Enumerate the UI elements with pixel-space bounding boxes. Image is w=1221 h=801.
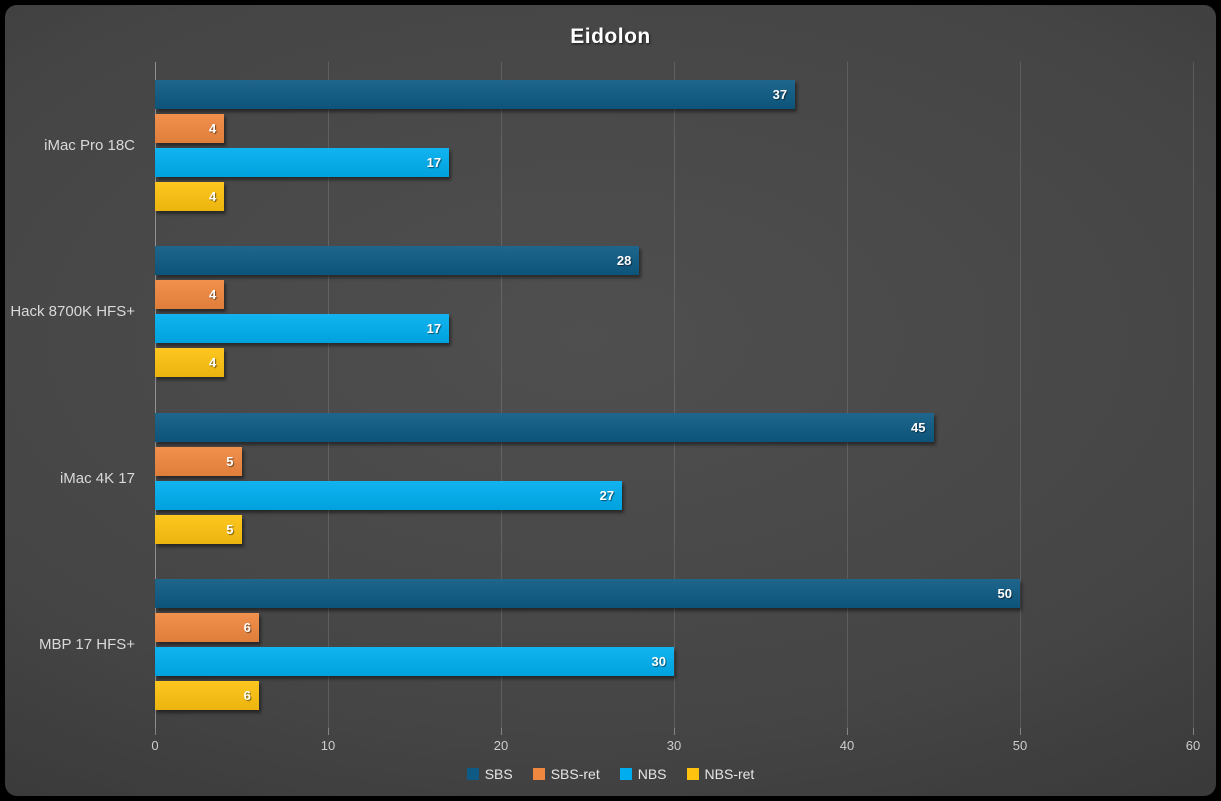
- gridline: [501, 62, 502, 728]
- x-tick-mark: [328, 728, 329, 735]
- legend-label: NBS: [637, 766, 667, 782]
- x-tick-label: 10: [320, 738, 336, 753]
- x-tick-mark: [847, 728, 848, 735]
- x-tick-label: 50: [1012, 738, 1028, 753]
- bar-value-label: 28: [616, 253, 632, 269]
- bar-value-label: 4: [208, 355, 217, 371]
- x-tick-mark: [155, 728, 156, 735]
- category-label: Hack 8700K HFS+: [10, 303, 135, 321]
- bar-nbs: 30: [155, 647, 674, 677]
- x-tick-label: 30: [666, 738, 682, 753]
- bar-row: 4: [155, 181, 1193, 211]
- bar-nbs: 17: [155, 314, 450, 344]
- bar-sbs: 45: [155, 412, 934, 442]
- bar-value-label: 17: [426, 321, 442, 337]
- bar-row: 50: [155, 579, 1193, 609]
- bar-sbs: 28: [155, 246, 640, 276]
- bar-row: 4: [155, 280, 1193, 310]
- category-axis: iMac Pro 18C Hack 8700K HFS+ iMac 4K 17 MBP…: [5, 62, 145, 728]
- bar-group: 50 6 30 6: [155, 562, 1193, 729]
- bar-value-label: 4: [208, 287, 217, 303]
- bar-nbs: 27: [155, 480, 623, 510]
- legend-item-sbs-ret: SBS-ret: [532, 766, 600, 782]
- legend-swatch: [466, 768, 479, 780]
- gridline: [1193, 62, 1194, 728]
- category-label: MBP 17 HFS+: [38, 636, 135, 654]
- x-tick-label: 40: [839, 738, 855, 753]
- bar-sbs: 50: [155, 579, 1020, 609]
- gridline: [1020, 62, 1021, 728]
- bar-sbs-ret: 6: [155, 613, 259, 643]
- legend-item-nbs: NBS: [619, 766, 667, 782]
- bar-nbs-ret: 4: [155, 348, 225, 378]
- plot-area: 37 4 17 4 28 4 17 4 45 5 27 5 50 6 30 6: [155, 62, 1194, 735]
- bar-row: 28: [155, 246, 1193, 276]
- x-tick-mark: [501, 728, 502, 735]
- bar-group: 28 4 17 4: [155, 229, 1193, 396]
- bar-nbs-ret: 4: [155, 181, 225, 211]
- bar-value-label: 27: [599, 487, 615, 503]
- bar-value-label: 6: [243, 688, 251, 704]
- bar-value-label: 4: [208, 120, 217, 136]
- legend-item-nbs-ret: NBS-ret: [686, 766, 755, 782]
- bar-row: 5: [155, 514, 1193, 544]
- bar-row: 4: [155, 348, 1193, 378]
- bar-chart: Eidolon iMac Pro 18C Hack 8700K HFS+ iMac …: [5, 5, 1216, 796]
- bar-value-label: 45: [911, 419, 926, 435]
- bar-row: 45: [155, 412, 1193, 442]
- gridline: [328, 62, 329, 728]
- chart-title: Eidolon: [570, 25, 651, 48]
- bar-nbs-ret: 5: [155, 514, 242, 544]
- category-label: iMac 4K 17: [59, 469, 135, 487]
- bar-row: 6: [155, 613, 1193, 643]
- bar-sbs-ret: 4: [155, 280, 225, 310]
- bar-value-label: 5: [226, 521, 234, 537]
- bar-row: 5: [155, 446, 1193, 476]
- gridline: [674, 62, 675, 728]
- x-tick-mark: [674, 728, 675, 735]
- bar-row: 37: [155, 79, 1193, 109]
- legend-swatch: [619, 768, 632, 780]
- bar-group: 37 4 17 4: [155, 62, 1193, 229]
- bar-nbs-ret: 6: [155, 681, 259, 711]
- bar-sbs-ret: 4: [155, 113, 225, 143]
- bar-value-label: 6: [243, 620, 251, 636]
- y-axis-line: [155, 62, 156, 728]
- bar-value-label: 50: [997, 586, 1012, 602]
- x-tick-label: 0: [151, 738, 159, 753]
- bar-row: 6: [155, 681, 1193, 711]
- x-tick-label: 60: [1185, 738, 1201, 753]
- bar-groups: 37 4 17 4 28 4 17 4 45 5 27 5 50 6 30 6: [155, 62, 1193, 728]
- bar-value-label: 5: [226, 453, 234, 469]
- legend-label: SBS: [484, 766, 513, 782]
- bar-row: 17: [155, 314, 1193, 344]
- bar-value-label: 17: [426, 154, 442, 170]
- gridline: [847, 62, 848, 728]
- bar-row: 17: [155, 147, 1193, 177]
- bar-group: 45 5 27 5: [155, 395, 1193, 562]
- bar-value-label: 37: [772, 86, 788, 102]
- x-tick-label: 20: [493, 738, 509, 753]
- bar-sbs: 37: [155, 79, 796, 109]
- legend-item-sbs: SBS: [466, 766, 513, 782]
- bar-row: 30: [155, 647, 1193, 677]
- x-tick-mark: [1020, 728, 1021, 735]
- bar-value-label: 30: [651, 654, 666, 670]
- x-axis: 0 10 20 30 40 50 60: [151, 738, 1200, 758]
- bar-row: 4: [155, 113, 1193, 143]
- bar-sbs-ret: 5: [155, 446, 242, 476]
- legend-label: SBS-ret: [550, 766, 600, 782]
- bar-row: 27: [155, 480, 1193, 510]
- legend-label: NBS-ret: [704, 766, 755, 782]
- bar-nbs: 17: [155, 147, 450, 177]
- legend: SBS SBS-ret NBS NBS-ret: [5, 766, 1216, 782]
- x-tick-mark: [1193, 728, 1194, 735]
- category-label: iMac Pro 18C: [44, 136, 135, 154]
- legend-swatch: [686, 768, 699, 780]
- bar-value-label: 4: [208, 188, 217, 204]
- legend-swatch: [532, 768, 545, 780]
